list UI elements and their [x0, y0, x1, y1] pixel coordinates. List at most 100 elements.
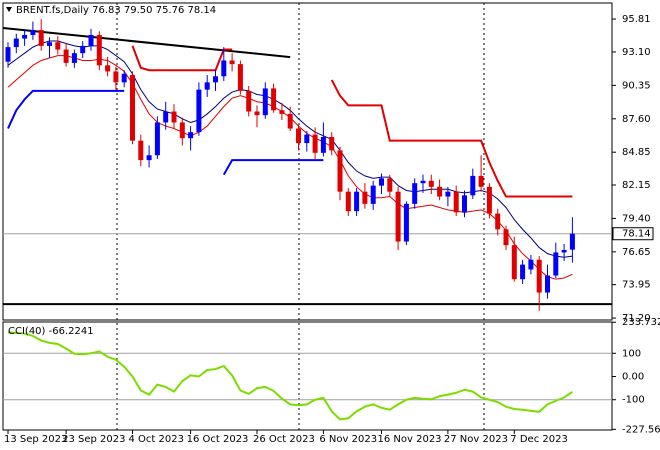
candle-body	[379, 178, 384, 186]
candle-body	[229, 60, 235, 65]
candle-body	[420, 180, 426, 184]
candle-body	[246, 90, 252, 112]
y-tick-label: 71.20	[622, 313, 651, 324]
candle-body	[55, 42, 61, 50]
candle-body	[337, 150, 343, 192]
candle-body	[146, 155, 152, 161]
candle-body	[96, 34, 102, 66]
y-tick-label: 0.00	[622, 372, 644, 383]
candle-body	[528, 259, 534, 270]
candle-body	[387, 178, 393, 192]
chart-title: BRENT.fs,Daily 76.83 79.50 75.76 78.14	[16, 5, 216, 16]
candle-body	[545, 275, 550, 293]
candle-body	[163, 111, 169, 123]
candle-body	[329, 137, 335, 151]
candle-body	[428, 180, 434, 187]
y-tick-label: 95.81	[622, 14, 651, 25]
candle-body	[171, 111, 177, 123]
y-tick-label: 100	[622, 348, 641, 359]
candle-body	[320, 137, 326, 153]
candle-body	[130, 75, 135, 141]
price-panel	[2, 2, 613, 321]
candle-body	[312, 134, 318, 153]
last-price-label: 78.14	[622, 229, 651, 240]
marks: 95.81 93.10 90.35 87.60 84.85 82.15 79.40 76.65…	[2, 14, 660, 445]
candle-body	[536, 259, 542, 293]
x-tick-label: 26 Oct 2023	[253, 434, 315, 445]
x-tick-label: 16 Nov 2023	[378, 434, 442, 445]
candle-body	[354, 191, 360, 212]
candle-body	[271, 88, 277, 111]
candle-body	[561, 250, 567, 253]
candle-body	[221, 60, 227, 77]
candle-body	[445, 191, 451, 197]
y-tick-label: 93.10	[622, 47, 651, 58]
indicator-line	[222, 159, 324, 176]
candle-body	[121, 73, 127, 83]
candle-body	[262, 88, 268, 116]
candle-body	[304, 134, 310, 144]
collapse-icon	[6, 7, 12, 12]
candle-body	[279, 110, 285, 114]
x-tick-label: 6 Nov 2023	[319, 434, 377, 445]
candle-body	[188, 132, 194, 139]
y-tick-label: 79.40	[622, 213, 651, 224]
candle-body	[453, 191, 459, 213]
candle-body	[80, 45, 86, 54]
candle-body	[511, 245, 517, 280]
candle-body	[196, 89, 202, 133]
candle-body	[71, 53, 77, 63]
candle-body	[437, 186, 443, 197]
candle-body	[138, 140, 144, 161]
candle-body	[569, 233, 575, 250]
candle-body	[296, 128, 301, 144]
x-tick-label: 13 Sep 2023	[4, 434, 67, 445]
indicator-line	[330, 79, 573, 198]
candle-body	[22, 34, 28, 39]
candle-body	[13, 38, 19, 48]
candle-body	[237, 64, 243, 91]
x-tick-label: 23 Sep 2023	[62, 434, 125, 445]
candle-body	[287, 113, 293, 129]
candle-body	[213, 76, 218, 83]
x-tick-label: 7 Dec 2023	[510, 434, 568, 445]
x-tick-label: 27 Nov 2023	[444, 434, 508, 445]
candle-body	[105, 65, 111, 72]
y-tick-label: 76.65	[622, 247, 651, 258]
y-tick-label: -227.566	[622, 424, 660, 435]
candle-body	[113, 71, 119, 83]
y-tick-label: 84.85	[622, 147, 651, 158]
y-tick-label: 73.95	[622, 280, 651, 291]
candle-body	[412, 183, 418, 204]
candle-body	[503, 229, 509, 246]
candle-body	[204, 82, 210, 90]
candle-body	[88, 34, 94, 46]
candle-body	[520, 264, 526, 280]
y-tick-label: 82.15	[622, 180, 651, 191]
cci-title: CCI(40) -66.2241	[8, 326, 94, 337]
candle-body	[5, 47, 11, 62]
last-price-box	[612, 227, 654, 241]
candle-body	[30, 30, 36, 35]
candle-body	[403, 203, 409, 242]
candle-body	[362, 191, 368, 204]
trend-line	[2, 27, 291, 59]
y-tick-label: 87.60	[622, 114, 651, 125]
candle-body	[486, 186, 492, 214]
y-tick-label: 90.35	[622, 80, 651, 91]
candle-body	[179, 122, 185, 139]
candle-body	[462, 195, 467, 213]
candle-body	[47, 42, 52, 46]
candle-body	[553, 252, 559, 276]
candle-body	[370, 185, 376, 204]
y-tick-label: -100	[622, 395, 645, 406]
candle-body	[470, 175, 476, 196]
y-tick-label: 233.7321	[622, 317, 660, 328]
x-tick-label: 16 Oct 2023	[187, 434, 249, 445]
cci-line	[7, 331, 573, 421]
cci-panel	[2, 321, 613, 431]
candle-body	[63, 49, 69, 63]
